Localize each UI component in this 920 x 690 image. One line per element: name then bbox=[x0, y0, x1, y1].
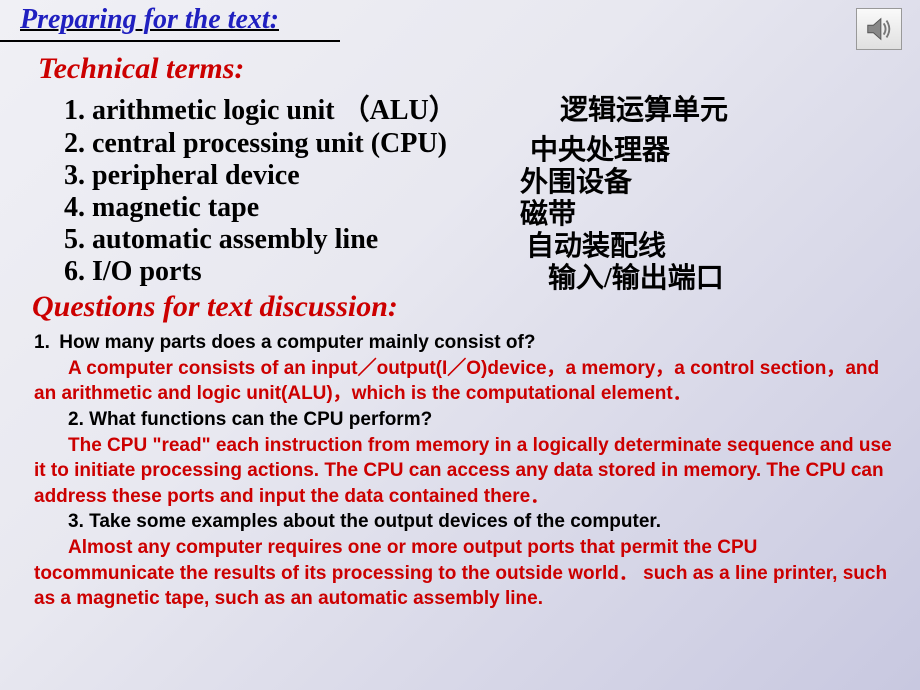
term-chinese: 输入/输出端口 bbox=[548, 256, 724, 296]
terms-heading: Technical terms: bbox=[38, 52, 900, 86]
question-line: 2. What functions can the CPU perform? bbox=[34, 407, 894, 433]
term-english: 3. peripheral device bbox=[64, 160, 300, 192]
term-english: 1. arithmetic logic unit （ALU） bbox=[64, 88, 457, 128]
term-row: 3. peripheral device外围设备 bbox=[64, 160, 900, 192]
slide-title: Preparing for the text: bbox=[0, 0, 340, 42]
content-area: Technical terms: 1. arithmetic logic uni… bbox=[0, 52, 920, 612]
terms-table: 1. arithmetic logic unit （ALU）逻辑运算单元2. c… bbox=[28, 88, 900, 288]
answer-line: A computer consists of an input／output(I… bbox=[34, 356, 894, 407]
speaker-icon[interactable] bbox=[856, 8, 902, 50]
answer-line: The CPU "read" each instruction from mem… bbox=[34, 433, 894, 510]
term-chinese: 逻辑运算单元 bbox=[560, 88, 728, 128]
term-english: 4. magnetic tape bbox=[64, 192, 259, 224]
term-english: 5. automatic assembly line bbox=[64, 224, 378, 256]
term-row: 2. central processing unit (CPU)中央处理器 bbox=[64, 128, 900, 160]
term-english: 2. central processing unit (CPU) bbox=[64, 128, 447, 160]
question-line: 3. Take some examples about the output d… bbox=[34, 509, 894, 535]
term-row: 4. magnetic tape磁带 bbox=[64, 192, 900, 224]
term-row: 1. arithmetic logic unit （ALU） 逻辑运算单元 bbox=[64, 88, 900, 128]
questions-heading: Questions for text discussion: bbox=[32, 290, 900, 324]
term-row: 5. automatic assembly line自动装配线 bbox=[64, 224, 900, 256]
term-english: 6. I/O ports bbox=[64, 256, 202, 288]
term-row: 6. I/O ports输入/输出端口 bbox=[64, 256, 900, 288]
qa-block: 1. How many parts does a computer mainly… bbox=[28, 326, 900, 612]
answer-line: Almost any computer requires one or more… bbox=[34, 535, 894, 612]
question-line: 1. How many parts does a computer mainly… bbox=[34, 330, 894, 356]
